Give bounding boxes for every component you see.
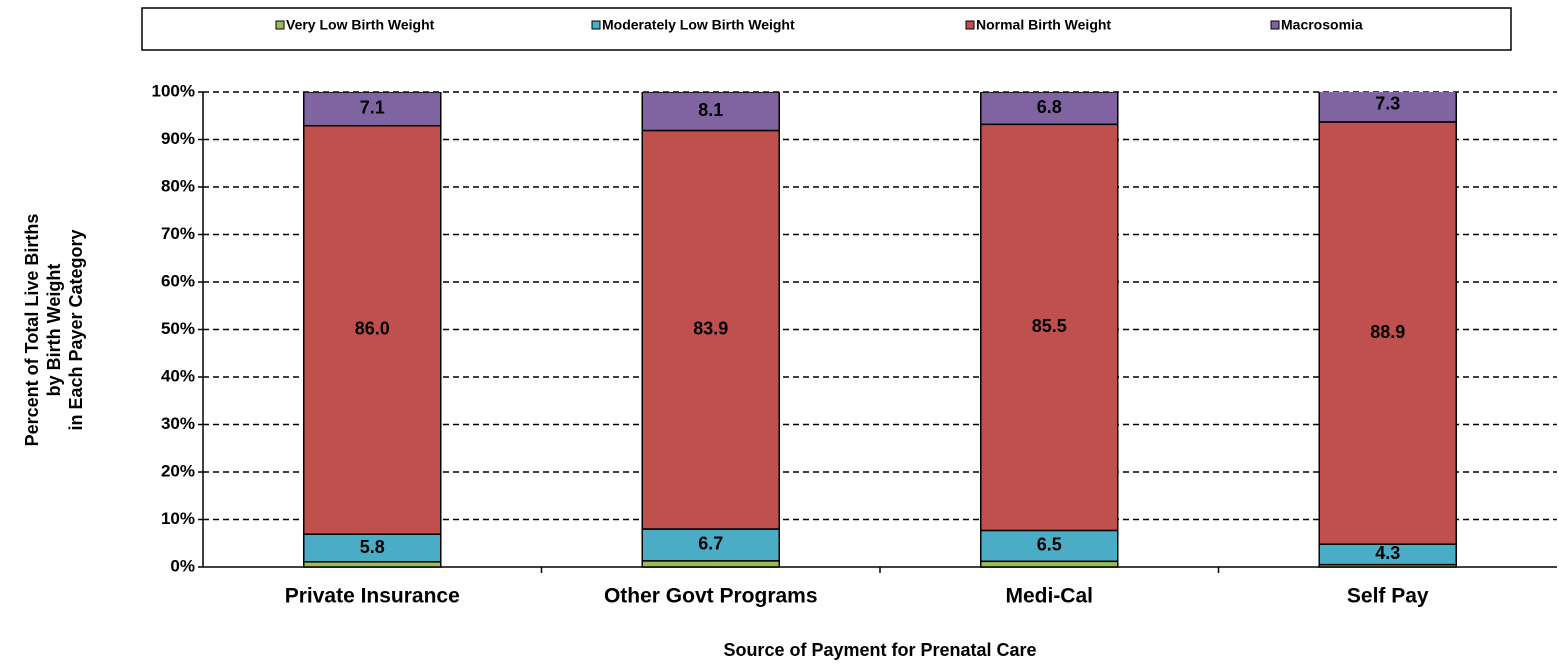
y-axis-title: Percent of Total Live Births by Birth We… (22, 214, 86, 447)
y-tick-label: 100% (152, 81, 195, 100)
bar-segment (641, 92, 780, 132)
legend-label: Normal Birth Weight (976, 17, 1111, 33)
bar-segment (980, 92, 1119, 126)
x-tick-label: Medi-Cal (1005, 585, 1093, 608)
legend-box (141, 7, 1512, 51)
x-tick-label: Private Insurance (285, 585, 460, 608)
bar-segment (641, 129, 780, 530)
bar-segment (980, 123, 1119, 532)
bar-segment (303, 533, 442, 563)
y-axis-title-line: Percent of Total Live Births (22, 214, 42, 447)
bar-segment (980, 529, 1119, 563)
y-tick-label: 90% (161, 129, 195, 148)
y-tick-label: 70% (161, 224, 195, 243)
y-tick-label: 30% (161, 414, 195, 433)
bars (303, 92, 1457, 568)
legend-label: Moderately Low Birth Weight (602, 17, 795, 33)
x-axis-title: Source of Payment for Prenatal Care (723, 640, 1036, 660)
legend-label: Macrosomia (1281, 17, 1363, 33)
y-tick-label: 50% (161, 319, 195, 338)
y-tick-label: 20% (161, 461, 195, 480)
labels: Private Insurance 5.8 86.0 7.1 Other Govt Pr… (285, 93, 1429, 607)
legend: Very Low Birth Weight Moderately Low Birt… (275, 17, 1363, 33)
data-label: 7.3 (1375, 93, 1400, 113)
legend-swatch (965, 20, 975, 30)
bar-segment (980, 560, 1119, 568)
x-tick-label: Other Govt Programs (604, 585, 818, 608)
y-tick-label: 0% (170, 556, 195, 575)
bar-segment (1318, 92, 1457, 123)
data-label: 7.1 (360, 98, 385, 118)
bar-segment (1318, 121, 1457, 545)
data-label: 4.3 (1375, 543, 1400, 563)
y-axis-title-line: by Birth Weight (44, 264, 64, 397)
data-label: 5.8 (360, 537, 385, 557)
bar-segment (641, 528, 780, 562)
legend-swatch (1270, 20, 1280, 30)
data-label: 86.0 (355, 319, 390, 339)
bar-segment (303, 92, 442, 127)
data-label: 8.1 (698, 100, 723, 120)
y-tick-label: 10% (161, 509, 195, 528)
data-label: 6.5 (1037, 535, 1062, 555)
data-label: 6.7 (698, 534, 723, 554)
y-tick-label: 60% (161, 271, 195, 290)
x-tick-label: Self Pay (1347, 585, 1429, 608)
y-tick-label: 80% (161, 176, 195, 195)
legend-swatch (275, 20, 285, 30)
bar-segment (303, 124, 442, 535)
data-label: 6.8 (1037, 97, 1062, 117)
data-label: 85.5 (1032, 316, 1067, 336)
y-tick-label: 40% (161, 366, 195, 385)
legend-swatch (591, 20, 601, 30)
bar-segment (641, 560, 780, 568)
data-label: 88.9 (1370, 322, 1405, 342)
data-label: 83.9 (693, 318, 728, 338)
y-axis-title-line: in Each Payer Category (66, 229, 86, 430)
legend-label: Very Low Birth Weight (286, 17, 435, 33)
bar-segment (303, 561, 442, 568)
